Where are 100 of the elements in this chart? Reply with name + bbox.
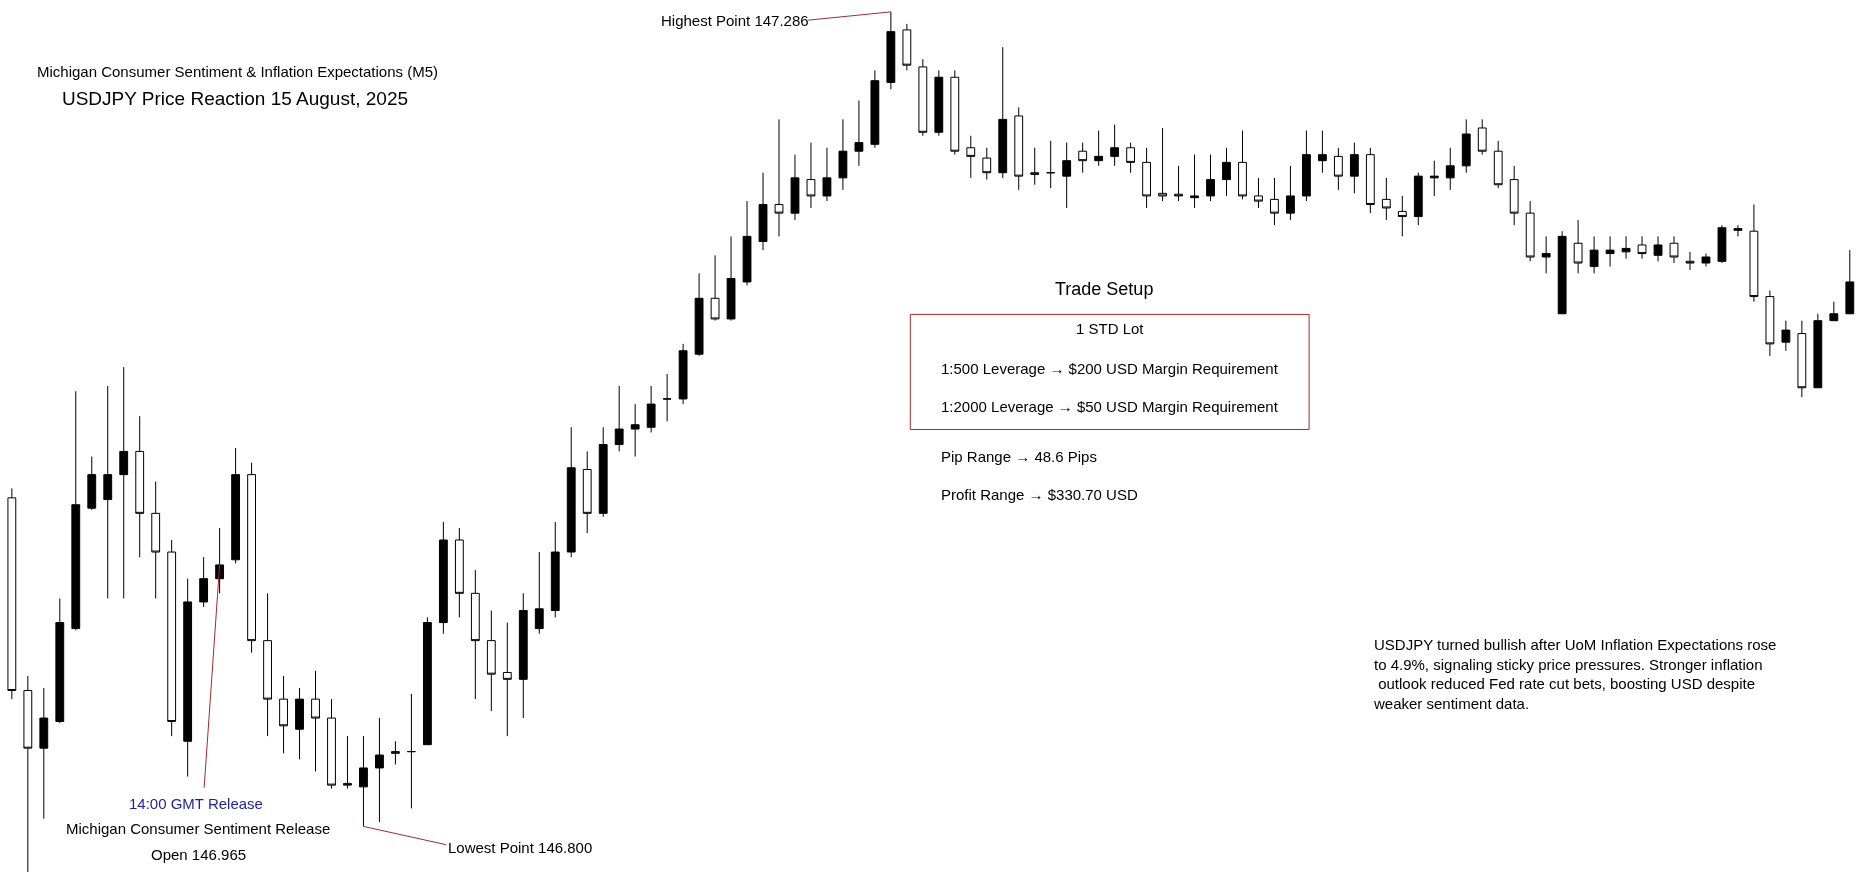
candlestick xyxy=(566,426,576,558)
candlestick xyxy=(614,385,624,452)
candlestick xyxy=(391,740,400,765)
annotation: Pip Range → 48.6 Pips xyxy=(941,448,1097,465)
annotation: Michigan Consumer Sentiment Release xyxy=(66,820,331,837)
candlestick xyxy=(1254,177,1263,209)
candlestick xyxy=(1589,235,1599,274)
candlestick xyxy=(774,118,784,237)
candlestick xyxy=(1509,165,1519,226)
candlestick xyxy=(454,527,464,618)
candlestick xyxy=(375,717,384,823)
candlestick xyxy=(1349,142,1359,194)
candlestick xyxy=(486,610,496,712)
candlestick xyxy=(1397,195,1407,237)
annotation: Profit Range → $330.70 USD xyxy=(941,486,1138,503)
candlestick xyxy=(119,366,129,599)
candlestick xyxy=(1270,177,1279,226)
candlestick xyxy=(1222,147,1231,197)
annotation: 1:500 Leverage → $200 USD Margin Requirement xyxy=(941,360,1279,377)
candlestick xyxy=(1477,118,1487,156)
candlestick xyxy=(854,99,864,167)
candlestick xyxy=(87,456,97,511)
candlestick xyxy=(1333,147,1343,191)
candlestick xyxy=(406,693,416,809)
candlestick xyxy=(646,385,656,433)
candlestick xyxy=(422,616,432,746)
candlestick xyxy=(1525,200,1535,262)
annotation: USDJPY turned bullish after UoM Inflation Expectations rose to 4.9%, signaling sticky price pressures. Stronger inflation outlook reduced Fed rate cut bets, boosting USD despite weaker sentiment data. xyxy=(1373,636,1777,712)
candlestick xyxy=(151,481,161,599)
annotation: 14:00 GMT Release xyxy=(129,795,263,812)
text: Michigan Consumer Sentiment & Inflation Expectations (M5) xyxy=(37,63,439,80)
candlestick xyxy=(199,556,209,608)
candlestick xyxy=(1030,147,1040,186)
candlestick xyxy=(1062,142,1072,209)
candlestick xyxy=(1685,251,1695,271)
annotation: 1:2000 Leverage → $50 USD Margin Requirement xyxy=(941,398,1279,415)
candlestick xyxy=(550,521,560,618)
annotation: Highest Point 147.286 xyxy=(661,12,809,29)
candlestick xyxy=(502,622,512,737)
candlestick xyxy=(470,569,480,700)
candlestick xyxy=(726,235,736,322)
candlestick xyxy=(886,11,896,90)
candlestick xyxy=(822,147,832,202)
annotation: Trade Setup xyxy=(1055,279,1154,299)
candlestick xyxy=(263,592,272,737)
candlestick xyxy=(311,670,320,772)
candlestick xyxy=(359,735,368,827)
candlestick xyxy=(662,373,672,422)
candlestick xyxy=(694,272,704,357)
text: USDJPY Price Reaction 15 August, 2025 xyxy=(61,88,409,110)
candlestick xyxy=(103,385,113,599)
annotation: 1 STD Lot xyxy=(1076,320,1145,337)
candlestick xyxy=(1829,301,1839,322)
candlestick xyxy=(1573,219,1583,274)
candlestick xyxy=(1286,165,1295,221)
candlestick xyxy=(55,597,65,724)
candlestick xyxy=(167,539,177,737)
candlestick xyxy=(1238,130,1247,200)
candlestick xyxy=(295,687,304,760)
candlestick xyxy=(950,69,960,156)
candlestick xyxy=(247,462,256,654)
candlestick xyxy=(1461,118,1471,174)
candlestick xyxy=(279,675,288,754)
candlestick xyxy=(1845,249,1855,315)
candlestick xyxy=(1206,154,1215,202)
candlestick xyxy=(1765,290,1775,357)
candlestick xyxy=(742,200,752,286)
annotation: Lowest Point 146.800 xyxy=(448,839,593,856)
candlestick xyxy=(1669,235,1679,264)
candlestick xyxy=(806,142,816,209)
candlestick xyxy=(1078,142,1088,174)
candlestick xyxy=(39,687,49,820)
candlestick xyxy=(1813,313,1823,389)
candlestick xyxy=(1302,130,1311,202)
candlestick xyxy=(1365,147,1375,214)
candlestick xyxy=(982,147,992,181)
candlestick xyxy=(1046,140,1056,189)
candlestick xyxy=(934,69,944,137)
candlestick xyxy=(678,343,688,405)
candlestick xyxy=(1094,130,1104,167)
candlestick xyxy=(1014,106,1024,191)
candlestick xyxy=(1557,230,1567,315)
candlestick xyxy=(1541,235,1551,274)
candlestick xyxy=(1381,177,1391,221)
candlestick xyxy=(1653,235,1663,262)
candlestick xyxy=(438,521,448,635)
candlestick xyxy=(1174,165,1183,202)
candlestick xyxy=(1126,142,1136,174)
candlestick xyxy=(518,592,528,719)
candlestick xyxy=(630,403,640,458)
candlestick xyxy=(1733,224,1743,237)
annotation: Open 146.965 xyxy=(151,846,247,863)
candlestick xyxy=(1717,224,1727,264)
candlestick xyxy=(710,254,720,322)
candlestick xyxy=(918,58,928,137)
candlestick xyxy=(1701,253,1711,267)
candlestick xyxy=(1749,204,1759,303)
candlestick xyxy=(1413,172,1423,226)
candlestick xyxy=(1142,147,1152,209)
candlestick xyxy=(135,415,145,558)
